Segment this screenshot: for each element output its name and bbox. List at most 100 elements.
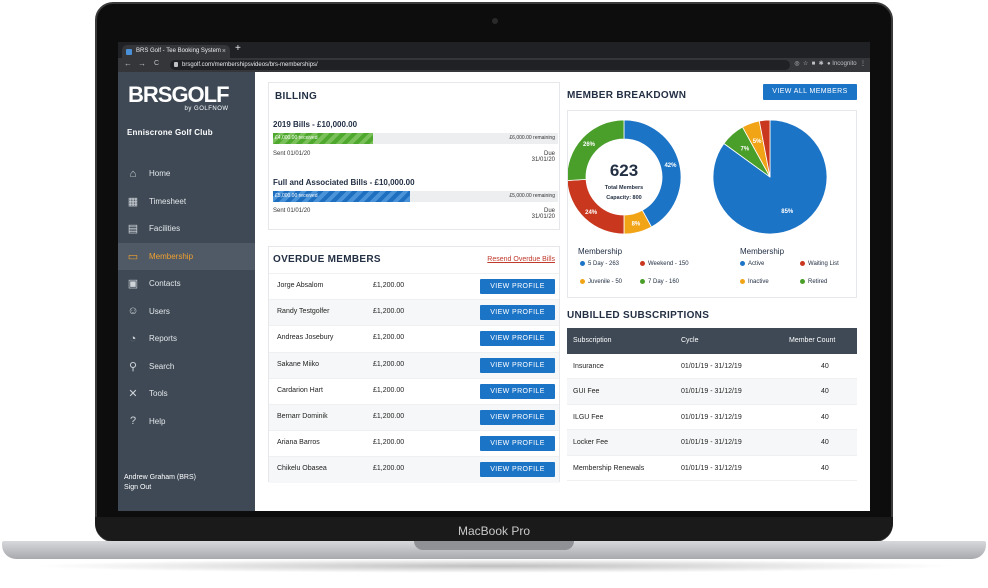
member-name: Jorge Absalom xyxy=(277,282,324,289)
column-header: Cycle xyxy=(681,337,699,344)
bill-received: £5,000.00 received xyxy=(275,193,318,199)
pie-slice xyxy=(566,119,625,182)
membership-status-pie: 85% 7%5% xyxy=(712,119,828,235)
donut-caption: Total Members xyxy=(605,185,643,191)
table-row[interactable]: ILGU Fee 01/01/19 - 31/12/19 40 xyxy=(567,405,857,431)
pie-value-label: 85% xyxy=(781,209,794,215)
member-amount: £1,200.00 xyxy=(373,439,405,447)
bill-due-label: Due xyxy=(543,151,555,157)
view-profile-button[interactable]: VIEW PROFILE xyxy=(480,462,555,478)
laptop-base xyxy=(2,541,986,559)
view-profile-button[interactable]: VIEW PROFILE xyxy=(480,383,555,399)
bill-due-date: 31/01/20 xyxy=(531,157,555,163)
list-item: Bernarr Dominik £1,200.00 VIEW PROFILE xyxy=(269,403,559,431)
member-name: Randy Testgolfer xyxy=(277,308,330,316)
member-name: Sakane Miiko xyxy=(277,360,320,368)
column-header: Member Count xyxy=(789,337,836,344)
bill-heading: 2019 Bills - £10,000.00 xyxy=(273,120,358,129)
view-profile-button[interactable]: VIEW PROFILE xyxy=(480,305,555,321)
sidebar-item-help[interactable]: ? Help xyxy=(118,408,255,436)
legend-label: Weekend - 150 xyxy=(648,261,689,268)
subscription-cycle: 01/01/19 - 31/12/19 xyxy=(681,439,742,447)
browser-extensions: ◎ ☆ ■ ✱ ● Incognito ⋮ xyxy=(794,60,866,67)
pie-chart-icon: ◔ xyxy=(129,332,137,345)
sidebar-item-search[interactable]: ⚲ Search xyxy=(118,353,255,381)
browser-tab[interactable]: BRS Golf - Tee Booking System × xyxy=(122,45,230,58)
billing-title: BILLING xyxy=(275,91,318,102)
brs-golf-logo[interactable]: BRSGOLF by GOLFNOW xyxy=(128,82,230,112)
membership-type-donut: 42% 8% 24% 26% xyxy=(566,119,682,235)
new-tab-button[interactable]: + xyxy=(235,43,241,54)
club-name: Enniscrone Golf Club xyxy=(127,128,213,137)
tab-close-icon[interactable]: × xyxy=(221,48,226,55)
sidebar-item-home[interactable]: ⌂ Home xyxy=(118,160,255,188)
laptop-shadow xyxy=(30,559,958,573)
overdue-list: Jorge Absalom £1,200.00 VIEW PROFILE Ran… xyxy=(269,273,559,483)
url-field[interactable]: brsgolf.com/membershipsvideos/brs-member… xyxy=(170,60,790,70)
table-row[interactable]: Membership Renewals 01/01/19 - 31/12/19 … xyxy=(567,456,857,481)
sidebar-item-timesheet[interactable]: ▦ Timesheet xyxy=(118,188,255,216)
screen: BRS Golf - Tee Booking System × + ← → C … xyxy=(118,42,870,511)
bill-due-label: Due xyxy=(543,208,555,214)
bill-due: Due 31/01/20 xyxy=(532,208,555,220)
member-name: Cardarion Hart xyxy=(277,386,323,394)
subscription-name: Locker Fee xyxy=(573,439,609,447)
member-amount: £1,200.00 xyxy=(373,334,405,342)
subscriptions-table: Subscription Cycle Member Count Insuranc… xyxy=(567,328,857,481)
table-row[interactable]: Locker Fee 01/01/19 - 31/12/19 40 xyxy=(567,430,857,456)
sidebar-item-membership[interactable]: ▭ Membership xyxy=(118,242,255,270)
membership-card-icon: ▭ xyxy=(127,250,139,263)
lock-icon xyxy=(174,62,178,67)
overdue-title: OVERDUE MEMBERS xyxy=(273,254,381,265)
member-name: Ariana Barros xyxy=(277,439,320,447)
member-charts: 42% 8% 24% 26% 85% 7%5% 623 Total Members Ca… xyxy=(566,119,828,235)
member-count: 40 xyxy=(821,439,829,447)
list-item: Jorge Absalom £1,200.00 VIEW PROFILE xyxy=(269,273,559,299)
list-item: Randy Testgolfer £1,200.00 VIEW PROFILE xyxy=(269,299,559,326)
list-item: Chikelu Obasea £1,200.00 VIEW PROFILE xyxy=(269,456,559,483)
sidebar-nav: ⌂ Home ▦ Timesheet ▤ Facilities ▭ Member… xyxy=(118,160,255,435)
bill-progress-bar: £4,000.00 received £6,000.00 remaining xyxy=(273,133,558,144)
view-profile-button[interactable]: VIEW PROFILE xyxy=(480,331,555,347)
puzzle-icon[interactable]: ✱ xyxy=(818,61,824,67)
incognito-icon: ● xyxy=(827,61,831,67)
sidebar-item-users[interactable]: ☺ Users xyxy=(118,298,255,326)
charts-box: 42% 8% 24% 26% 85% 7% 5% 623 Total Members Ca… xyxy=(566,110,857,298)
resend-overdue-bills-link[interactable]: Resend Overdue Bills xyxy=(487,256,555,263)
sidebar-item-contacts[interactable]: ▣ Contacts xyxy=(118,270,255,298)
sign-out-link[interactable]: Sign Out xyxy=(124,484,152,491)
sidebar-item-facilities[interactable]: ▤ Facilities xyxy=(118,215,255,243)
star-icon[interactable]: ☆ xyxy=(802,61,809,67)
legend-swatch xyxy=(580,261,585,266)
table-row[interactable]: Insurance 01/01/19 - 31/12/19 40 xyxy=(567,354,857,380)
legend-item: Weekend - 150 xyxy=(640,261,689,267)
member-count: 40 xyxy=(821,388,829,396)
table-row[interactable]: GUI Fee 01/01/19 - 31/12/19 40 xyxy=(567,379,857,405)
member-name: Chikelu Obasea xyxy=(277,465,327,473)
view-profile-button[interactable]: VIEW PROFILE xyxy=(480,436,555,452)
pie-slice xyxy=(758,119,771,178)
legend-swatch xyxy=(580,279,585,284)
laptop-bezel xyxy=(95,517,893,541)
menu-icon[interactable]: ⋮ xyxy=(860,61,866,67)
sidebar-item-label: Search xyxy=(149,361,175,371)
view-all-members-button[interactable]: VIEW ALL MEMBERS xyxy=(763,84,857,100)
tab-title: BRS Golf - Tee Booking System xyxy=(136,48,221,54)
pie-value-label: 5% xyxy=(753,139,762,145)
extension-icon[interactable]: ■ xyxy=(811,61,816,67)
sidebar-item-reports[interactable]: ◔ Reports xyxy=(118,325,255,353)
back-button[interactable]: ← xyxy=(124,59,132,68)
legend-label: Waiting List xyxy=(808,261,839,268)
eye-off-icon[interactable]: ◎ xyxy=(794,61,800,67)
view-profile-button[interactable]: VIEW PROFILE xyxy=(480,279,555,294)
reload-button[interactable]: C xyxy=(154,60,160,67)
device-label: MacBook Pro xyxy=(457,524,531,538)
sidebar-item-label: Users xyxy=(149,306,170,316)
legend-label: 7 Day - 160 xyxy=(648,279,680,286)
subscription-name: Insurance xyxy=(573,363,604,370)
sidebar-item-tools[interactable]: ✕ Tools xyxy=(118,380,255,408)
forward-button[interactable]: → xyxy=(138,59,146,68)
view-profile-button[interactable]: VIEW PROFILE xyxy=(480,357,555,373)
profile-label[interactable]: Incognito xyxy=(832,61,857,67)
view-profile-button[interactable]: VIEW PROFILE xyxy=(480,409,555,425)
